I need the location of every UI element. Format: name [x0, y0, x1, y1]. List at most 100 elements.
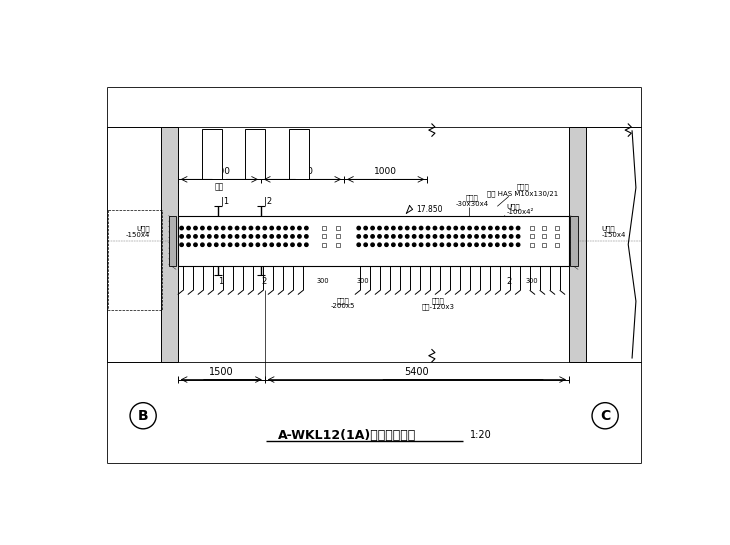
Text: 1000: 1000 — [291, 167, 314, 176]
Bar — [169, 216, 176, 265]
Circle shape — [207, 235, 211, 238]
Circle shape — [385, 226, 388, 230]
Circle shape — [426, 235, 430, 238]
Circle shape — [221, 243, 225, 246]
Circle shape — [447, 243, 450, 246]
Circle shape — [249, 235, 253, 238]
Circle shape — [392, 226, 395, 230]
Circle shape — [228, 243, 232, 246]
Circle shape — [434, 243, 437, 246]
Circle shape — [434, 226, 437, 230]
Circle shape — [291, 243, 294, 246]
Circle shape — [256, 243, 260, 246]
Circle shape — [284, 235, 288, 238]
Text: U型箋: U型箋 — [507, 203, 520, 210]
Circle shape — [468, 226, 472, 230]
Circle shape — [304, 243, 308, 246]
Text: |1: |1 — [221, 197, 229, 206]
Text: 锂板号: 锂板号 — [431, 297, 445, 304]
Bar — [555, 243, 558, 247]
Circle shape — [406, 243, 409, 246]
Circle shape — [420, 243, 423, 246]
Circle shape — [187, 235, 191, 238]
Circle shape — [284, 226, 288, 230]
Bar — [530, 234, 534, 238]
Circle shape — [371, 243, 374, 246]
Text: 1000: 1000 — [374, 167, 397, 176]
Circle shape — [304, 235, 308, 238]
Circle shape — [516, 226, 520, 230]
Circle shape — [215, 226, 218, 230]
Text: 隨房-120x3: 隨房-120x3 — [421, 303, 455, 310]
Circle shape — [249, 243, 253, 246]
Circle shape — [474, 226, 478, 230]
Text: -30x30x4: -30x30x4 — [456, 201, 488, 207]
Circle shape — [426, 243, 430, 246]
Circle shape — [371, 235, 374, 238]
Circle shape — [378, 243, 381, 246]
Circle shape — [215, 243, 218, 246]
Text: 300: 300 — [526, 278, 538, 284]
Circle shape — [482, 243, 485, 246]
Bar — [570, 216, 578, 265]
Circle shape — [385, 235, 388, 238]
Bar — [530, 226, 534, 230]
Circle shape — [392, 243, 395, 246]
Bar — [542, 226, 546, 230]
Circle shape — [291, 235, 294, 238]
Circle shape — [468, 243, 472, 246]
Circle shape — [201, 226, 204, 230]
Circle shape — [284, 243, 288, 246]
Circle shape — [468, 235, 472, 238]
Text: U型箋: U型箋 — [137, 225, 150, 232]
Circle shape — [385, 243, 388, 246]
Circle shape — [454, 235, 458, 238]
Circle shape — [516, 235, 520, 238]
Circle shape — [364, 235, 367, 238]
Text: 大棁: 大棁 — [215, 183, 224, 191]
Circle shape — [180, 243, 183, 246]
Text: -100x4²: -100x4² — [507, 209, 534, 215]
Circle shape — [130, 403, 156, 429]
Circle shape — [378, 226, 381, 230]
Text: -150x4: -150x4 — [602, 232, 626, 238]
Circle shape — [461, 226, 464, 230]
Text: 加强水: 加强水 — [337, 297, 350, 304]
Circle shape — [454, 226, 458, 230]
Bar — [336, 226, 340, 230]
Circle shape — [228, 235, 232, 238]
Circle shape — [482, 226, 485, 230]
Circle shape — [399, 226, 402, 230]
Circle shape — [235, 235, 239, 238]
Bar — [569, 127, 586, 362]
Circle shape — [502, 243, 506, 246]
Circle shape — [420, 226, 423, 230]
Circle shape — [263, 243, 266, 246]
Circle shape — [256, 235, 260, 238]
Circle shape — [207, 243, 211, 246]
Circle shape — [420, 235, 423, 238]
Text: A-WKL12(1A)粘锂加固图一: A-WKL12(1A)粘锂加固图一 — [278, 428, 416, 441]
Circle shape — [193, 243, 197, 246]
Circle shape — [187, 226, 191, 230]
Circle shape — [434, 235, 437, 238]
Circle shape — [221, 235, 225, 238]
Bar — [108, 210, 161, 310]
Bar — [530, 243, 534, 247]
Circle shape — [364, 243, 367, 246]
Circle shape — [357, 226, 361, 230]
Circle shape — [193, 235, 197, 238]
Bar — [322, 234, 326, 238]
Circle shape — [270, 243, 274, 246]
Circle shape — [399, 243, 402, 246]
Bar — [555, 234, 558, 238]
Circle shape — [304, 226, 308, 230]
Circle shape — [406, 235, 409, 238]
Text: C: C — [600, 409, 610, 423]
Circle shape — [412, 226, 416, 230]
Bar — [178, 216, 569, 265]
Circle shape — [474, 243, 478, 246]
Circle shape — [378, 235, 381, 238]
Text: -200x5: -200x5 — [331, 304, 356, 310]
Circle shape — [496, 226, 499, 230]
